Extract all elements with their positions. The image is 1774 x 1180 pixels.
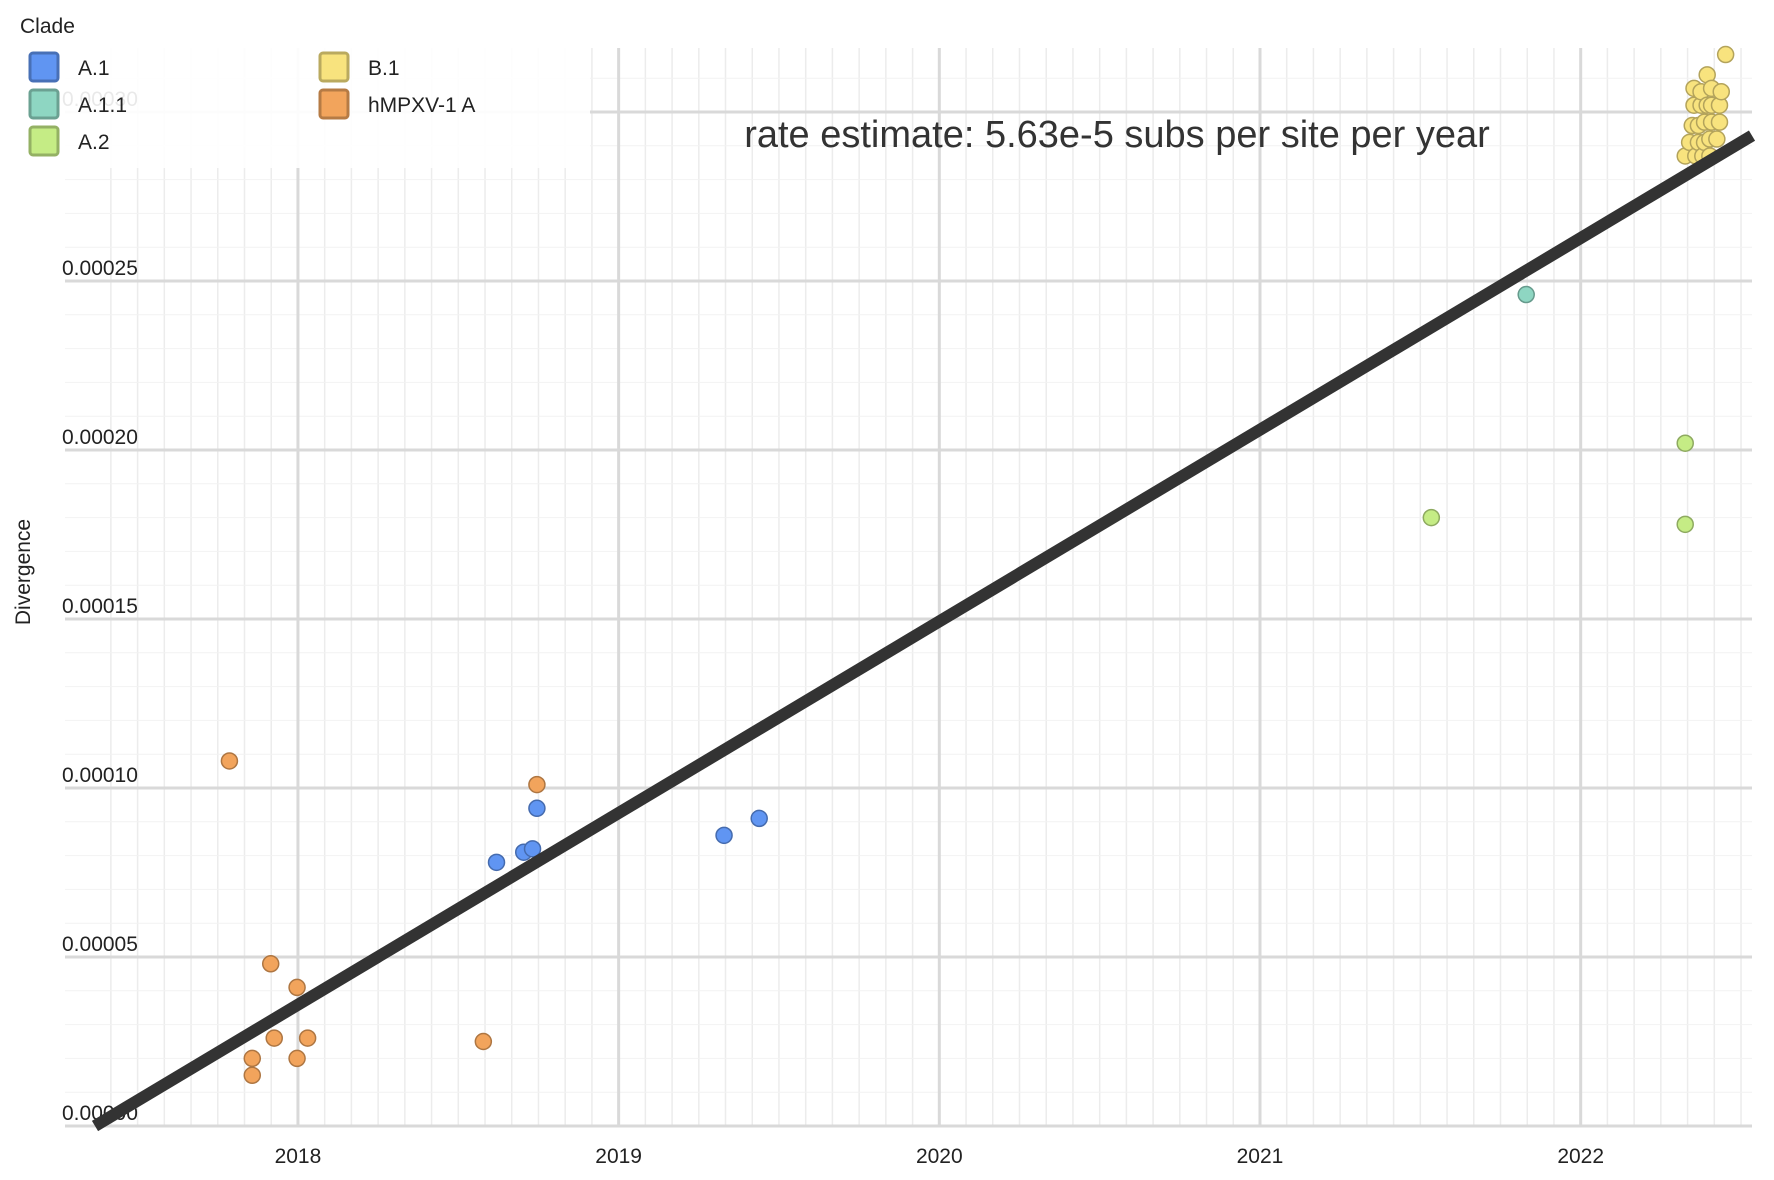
data-point-a-1 (523, 840, 542, 858)
y-tick-label: 0.00005 (62, 933, 138, 956)
data-point-hmpxv-1-a (288, 1049, 306, 1068)
legend-label-a-2[interactable]: A.2 (78, 131, 110, 154)
legend-title: Clade (20, 15, 75, 38)
y-axis-label: Divergence (12, 519, 35, 625)
y-tick-label: 0.00025 (62, 257, 138, 280)
x-tick-label: 2021 (1237, 1145, 1284, 1168)
data-point-hmpxv-1-a (288, 978, 306, 997)
regression-line (91, 130, 1756, 1132)
data-point-hmpxv-1-a (474, 1032, 493, 1051)
data-point-b-1 (1710, 113, 1729, 131)
legend-swatch-b-1[interactable] (318, 51, 350, 83)
legend-swatch-a-1[interactable] (28, 51, 60, 83)
x-tick-label: 2022 (1557, 1145, 1604, 1168)
x-tick-label: 2019 (595, 1145, 642, 1168)
data-point-a-1 (750, 809, 768, 828)
regression-line-segment (91, 130, 1756, 1132)
legend-backdrop (0, 0, 590, 168)
data-point-hmpxv-1-a (265, 1029, 283, 1047)
rate-estimate-annotation: rate estimate: 5.63e-5 subs per site per… (744, 114, 1490, 156)
data-point-hmpxv-1-a (261, 955, 280, 973)
data-point-a-1 (487, 853, 506, 872)
data-points (220, 45, 1735, 1085)
data-point-hmpxv-1-a (528, 775, 546, 794)
data-point-a-2 (1676, 515, 1694, 534)
x-tick-label: 2018 (275, 1145, 322, 1168)
legend[interactable]: Clade A.1 A.1.1 A.2 B.1 hMPXV-1 A (20, 15, 475, 157)
data-point-b-1 (1712, 82, 1730, 101)
legend-label-a-1[interactable]: A.1 (78, 57, 110, 80)
data-point-a-1 (715, 826, 733, 845)
y-tick-label: 0.00010 (62, 764, 138, 787)
y-tick-label: 0.00015 (62, 595, 138, 618)
y-tick-label: 0.00020 (62, 426, 138, 449)
data-point-b-1 (1708, 130, 1726, 148)
data-point-b-1 (1716, 45, 1735, 64)
data-point-hmpxv-1-a (243, 1066, 262, 1085)
legend-label-b-1[interactable]: B.1 (368, 57, 400, 80)
x-tick-label: 2020 (916, 1145, 963, 1168)
data-point-hmpxv-1-a (243, 1049, 262, 1068)
data-point-a-2 (1676, 434, 1694, 452)
data-point-a-1 (528, 799, 546, 818)
legend-background (0, 0, 590, 168)
legend-swatch-a-1-1[interactable] (28, 88, 60, 120)
data-point-a-2 (1422, 508, 1441, 527)
legend-swatch-a-2[interactable] (28, 125, 60, 157)
data-point-hmpxv-1-a (298, 1029, 317, 1047)
data-point-a-1-1 (1517, 285, 1535, 304)
legend-label-a-1-1[interactable]: A.1.1 (78, 94, 127, 117)
major-grid (65, 48, 1752, 1128)
data-point-hmpxv-1-a (220, 752, 239, 770)
minor-grid (65, 48, 1752, 1126)
legend-swatch-hmpxv-1-a[interactable] (318, 88, 350, 120)
legend-label-hmpxv-1-a[interactable]: hMPXV-1 A (368, 94, 475, 117)
